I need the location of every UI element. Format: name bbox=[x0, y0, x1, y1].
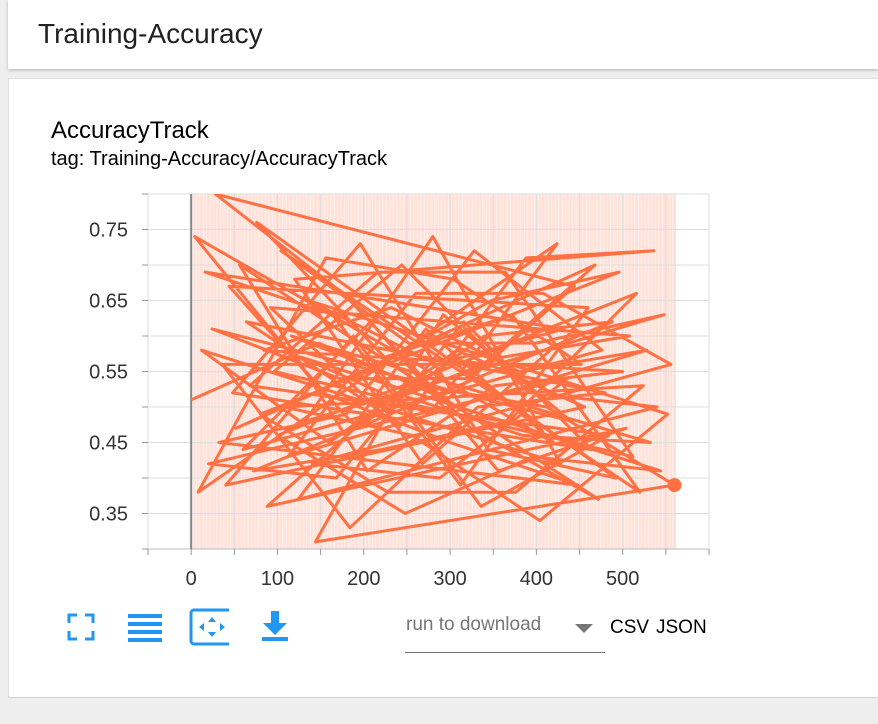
page-header: Training-Accuracy bbox=[8, 0, 878, 69]
chart-title: AccuracyTrack bbox=[51, 117, 209, 144]
y-tick-label: 0.35 bbox=[89, 504, 128, 526]
download-icon bbox=[262, 611, 288, 641]
fit-domain-icon bbox=[189, 608, 229, 646]
x-tick-label: 0 bbox=[186, 568, 197, 590]
y-tick-label: 0.75 bbox=[89, 220, 128, 242]
x-tick-label: 400 bbox=[520, 568, 553, 590]
toggle-y-log-button[interactable] bbox=[125, 607, 165, 647]
fullscreen-icon bbox=[67, 613, 95, 641]
series-line bbox=[190, 194, 676, 544]
chart-tag: tag: Training-Accuracy/AccuracyTrack bbox=[51, 148, 388, 170]
lines-icon bbox=[128, 614, 162, 642]
x-tick-label: 200 bbox=[347, 568, 380, 590]
fit-domain-button[interactable] bbox=[189, 607, 229, 647]
run-download-select[interactable]: run to download bbox=[405, 609, 605, 653]
download-button[interactable] bbox=[255, 605, 295, 645]
x-tick-label: 500 bbox=[606, 568, 639, 590]
line-chart[interactable]: 0 100 200 300 400 500 0.35 0.45 0.55 0.65 0.75 bbox=[9, 79, 877, 599]
csv-download-link[interactable]: CSV bbox=[610, 617, 650, 638]
x-tick-label: 100 bbox=[261, 568, 294, 590]
page-title: Training-Accuracy bbox=[38, 18, 263, 49]
json-download-link[interactable]: JSON bbox=[656, 617, 707, 638]
y-tick-label: 0.55 bbox=[89, 362, 128, 384]
y-tick-label: 0.45 bbox=[89, 433, 128, 455]
last-point-marker bbox=[667, 478, 682, 493]
chevron-down-icon bbox=[575, 624, 593, 633]
fullscreen-button[interactable] bbox=[61, 607, 101, 647]
x-tick-label: 300 bbox=[433, 568, 466, 590]
run-select-placeholder: run to download bbox=[406, 614, 542, 635]
chart-card: AccuracyTrack tag: Training-Accuracy/Acc… bbox=[8, 78, 878, 698]
y-tick-label: 0.65 bbox=[89, 291, 128, 313]
